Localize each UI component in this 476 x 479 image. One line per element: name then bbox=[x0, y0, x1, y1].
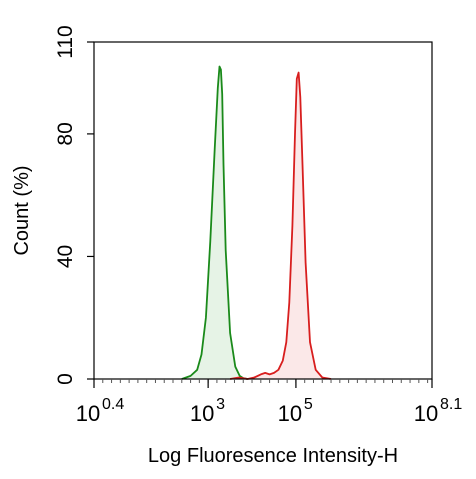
x-tick-exponent: 5 bbox=[304, 396, 313, 413]
y-axis-title: Count (%) bbox=[11, 165, 33, 255]
x-tick-exponent: 3 bbox=[216, 396, 225, 413]
x-tick-label: 10 bbox=[414, 401, 438, 426]
x-axis-title: Log Fluoresence Intensity-H bbox=[148, 445, 398, 467]
series-1-line bbox=[181, 65, 248, 380]
x-axis-ticks: 10 0.4 10 3 10 5 10 8.1 bbox=[76, 379, 462, 426]
series-2-line bbox=[229, 71, 332, 380]
y-tick-label: 80 bbox=[54, 122, 77, 145]
y-tick-label: 110 bbox=[54, 25, 77, 58]
x-tick-label: 10 bbox=[278, 401, 302, 426]
x-tick-exponent: 8.1 bbox=[440, 396, 462, 413]
series-2-area bbox=[230, 72, 331, 379]
y-axis-ticks: 0 40 80 110 bbox=[54, 25, 94, 385]
y-tick-label: 40 bbox=[54, 245, 77, 268]
plot-area bbox=[181, 65, 332, 380]
x-tick-exponent: 0.4 bbox=[102, 396, 124, 413]
plot-frame bbox=[93, 41, 433, 380]
series-1-area bbox=[181, 66, 248, 379]
y-tick-label: 0 bbox=[54, 373, 77, 385]
x-tick-label: 10 bbox=[76, 401, 100, 426]
x-tick-label: 10 bbox=[190, 401, 214, 426]
